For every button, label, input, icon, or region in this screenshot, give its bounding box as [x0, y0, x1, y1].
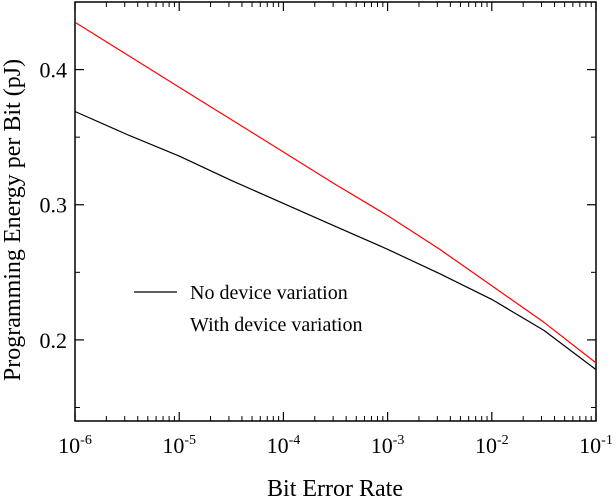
legend-label-no-variation: No device variation	[190, 282, 348, 304]
x-axis-title: Bit Error Rate	[267, 476, 403, 498]
x-tick-label: 10-1	[579, 433, 613, 458]
x-tick-label: 10-3	[371, 433, 405, 458]
series-layer	[74, 21, 597, 371]
x-tick-label: 10-6	[58, 433, 92, 458]
x-tick-label: 10-4	[267, 433, 301, 458]
y-tick-label: 0.4	[40, 58, 68, 83]
y-tick-label: 0.2	[40, 328, 68, 353]
series-line-no-variation	[74, 110, 597, 371]
series-line-with-variation	[74, 21, 597, 364]
legend-label-with-variation: With device variation	[190, 314, 362, 336]
y-axis-title: Programming Energy per Bit (pJ)	[0, 59, 26, 381]
plot-frame	[74, 1, 597, 422]
legend: No device variation With device variatio…	[134, 282, 362, 336]
x-tick-label: 10-5	[162, 433, 196, 458]
y-tick-label: 0.3	[40, 193, 68, 218]
x-tick-label: 10-2	[475, 433, 509, 458]
y-axis-ticks: 0.2 0.3 0.4	[40, 1, 596, 408]
x-axis-ticks: 10-6 10-5 10-4 10-3 10-2 10-1	[58, 2, 613, 458]
